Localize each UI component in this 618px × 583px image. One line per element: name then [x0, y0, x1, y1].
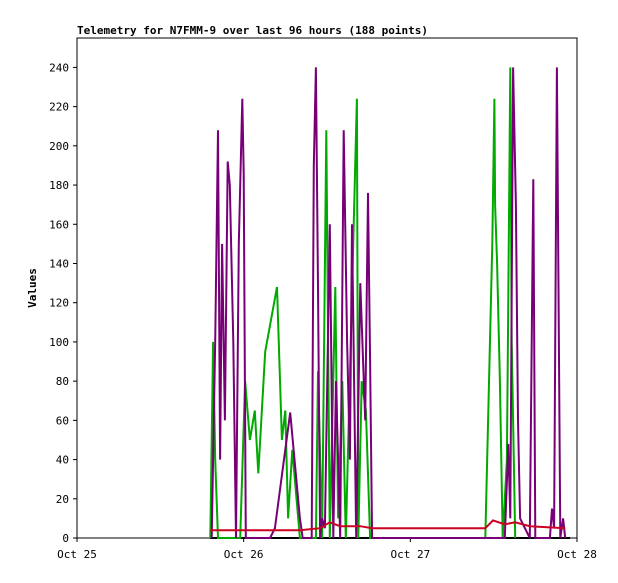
y-axis-label: Values — [26, 268, 39, 308]
chart-title: Telemetry for N7FMM-9 over last 96 hours… — [77, 24, 428, 37]
y-tick-label: 180 — [49, 179, 69, 192]
y-tick-label: 140 — [49, 257, 69, 270]
x-tick-label: Oct 28 — [557, 548, 597, 561]
y-tick-label: 60 — [56, 414, 69, 427]
y-tick-label: 220 — [49, 101, 69, 114]
series-line — [209, 67, 517, 539]
x-tick-label: Oct 25 — [57, 548, 97, 561]
y-tick-label: 40 — [56, 454, 69, 467]
y-tick-label: 160 — [49, 218, 69, 231]
y-tick-label: 200 — [49, 140, 69, 153]
y-tick-label: 0 — [62, 532, 69, 545]
y-tick-label: 20 — [56, 493, 69, 506]
series-line — [210, 519, 566, 532]
x-tick-label: Oct 27 — [390, 548, 430, 561]
y-tick-label: 80 — [56, 375, 69, 388]
y-tick-label: 100 — [49, 336, 69, 349]
x-tick-label: Oct 26 — [224, 548, 264, 561]
y-tick-label: 120 — [49, 297, 69, 310]
y-tick-label: 240 — [49, 61, 69, 74]
series-line — [210, 67, 567, 539]
